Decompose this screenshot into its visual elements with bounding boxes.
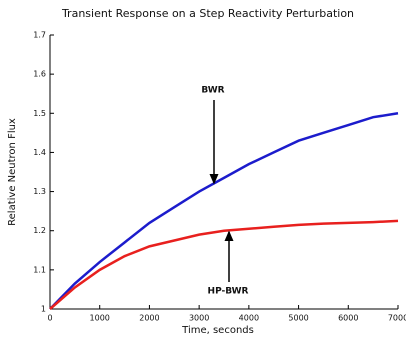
y-tick-label: 1.6 xyxy=(33,70,46,79)
x-tick-label: 5000 xyxy=(288,314,308,323)
annotation: BWR xyxy=(201,86,224,96)
y-tick-label: 1.1 xyxy=(33,265,46,274)
x-tick-label: 4000 xyxy=(239,314,259,323)
annotation: HP-BWR xyxy=(208,287,249,297)
series-line xyxy=(49,112,399,310)
y-tick-label: 1.3 xyxy=(33,187,46,196)
y-axis-label: Relative Neutron Flux xyxy=(7,118,18,226)
y-tick-label: 1.5 xyxy=(33,109,46,118)
y-tick-label: 1.4 xyxy=(33,148,46,157)
x-tick-label: 2000 xyxy=(139,314,159,323)
x-axis-label: Time, seconds xyxy=(181,325,254,336)
y-tick-label: 1 xyxy=(41,305,46,314)
x-tick-label: 7000 xyxy=(388,314,406,323)
y-tick-label: 1.2 xyxy=(33,226,46,235)
chart-title: Transient Response on a Step Reactivity … xyxy=(61,7,354,20)
x-tick-label: 6000 xyxy=(338,314,358,323)
x-tick-label: 1000 xyxy=(90,314,110,323)
x-tick-label: 3000 xyxy=(189,314,209,323)
x-tick-label: 0 xyxy=(47,314,52,323)
series-line xyxy=(49,219,399,310)
y-tick-label: 1.7 xyxy=(33,31,46,40)
